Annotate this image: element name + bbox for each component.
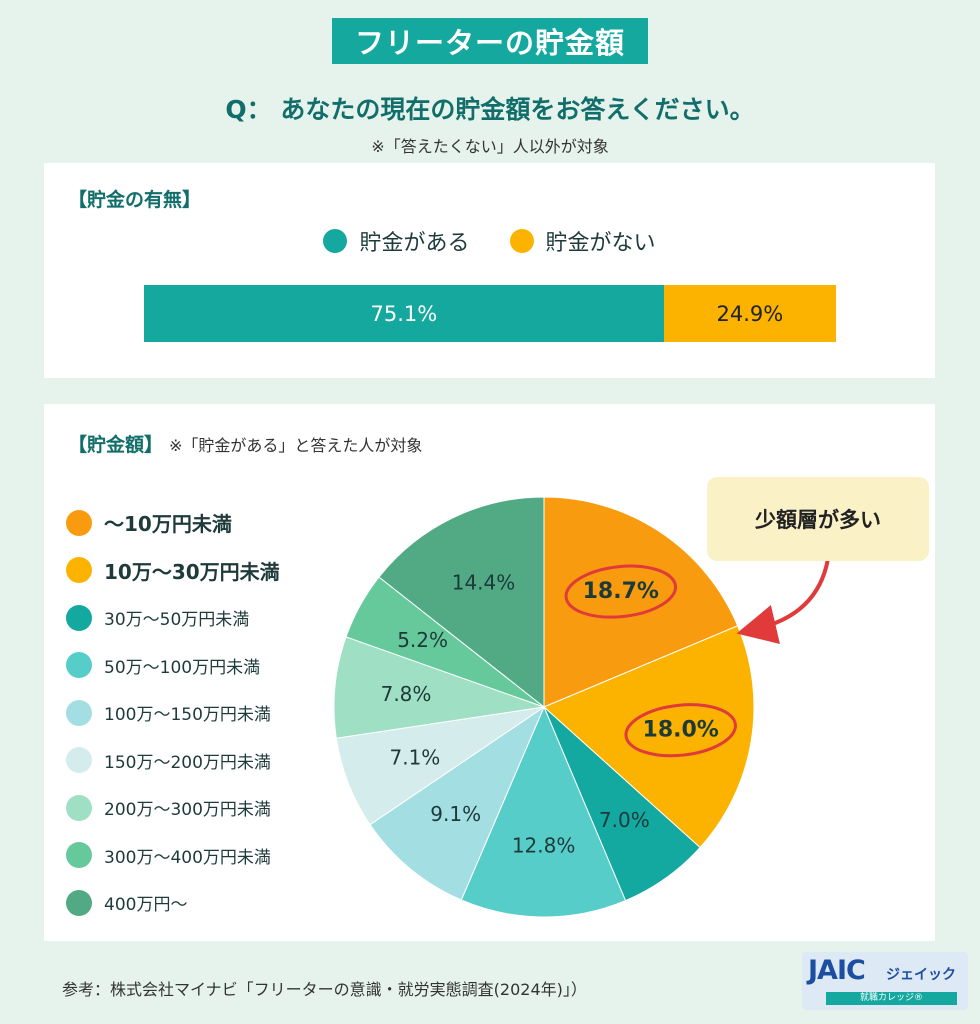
pie-value-label: 5.2% [397,628,448,652]
legend-dot-icon [66,509,92,536]
pie-legend-label: 200万～300万円未満 [104,800,271,821]
pie-slices [333,496,755,918]
legend-dot-icon [66,604,92,631]
pie-labels: 18.7% 18.0% 7.0% 12.8% 9.1% 7.1% 7.8% 5.2% 14.4% [381,564,737,858]
pie-legend-label: 10万～30万円未満 [104,559,280,584]
legend-dot-icon [66,889,92,916]
pie-legend-label: 400万円～ [104,895,188,916]
pie-legend-item: 30万～50万円未満 [66,594,280,642]
legend-dot-icon [509,229,534,253]
page-title: フリーターの貯金額 [332,18,648,64]
legend-dot-icon [66,747,92,774]
savings-amount-heading: 【貯金額】 ※「貯金がある」と答えた人が対象 [68,430,422,457]
pie-legend-label: 150万～200万円未満 [104,752,271,773]
pie-legend-item: 150万～200万円未満 [66,737,280,785]
savings-amount-panel: 【貯金額】 ※「貯金がある」と答えた人が対象 ～10万円未満 10万～30万円未満 3… [44,404,935,941]
callout-arrow [736,551,831,644]
bar-legend-label: 貯金がない [545,231,656,256]
pie-value-label: 7.1% [389,745,440,769]
pie-slice [460,705,627,918]
logo-mark: JAIC [808,955,866,986]
savings-amount-pie-chart: 18.7% 18.0% 7.0% 12.8% 9.1% 7.1% 7.8% 5.2% 14.4% [333,496,831,918]
pie-value-label: 12.8% [512,834,576,858]
bar-segment: 75.1% [144,285,664,342]
survey-question: Q： あなたの現在の貯金額をお答えください。 [225,95,755,124]
pie-legend-label: ～10万円未満 [104,512,232,537]
pie-value-label: 9.1% [430,802,481,826]
source-note: 参考：株式会社マイナビ「フリーターの意識・就労実態調査(2024年)」） [62,980,587,999]
bar-legend-item: 貯金がある [323,225,470,257]
legend-dot-icon [66,842,92,869]
pie-value-label: 18.0% [643,718,719,743]
highlight-circle [564,564,678,619]
bar-legend-label: 貯金がある [359,231,470,256]
pie-legend-label: 50万～100万円未満 [104,657,261,678]
savings-presence-panel: 【貯金の有無】 貯金がある 貯金がない 75.1% 24.9% [44,163,935,378]
survey-note: ※「答えたくない」人以外が対象 [371,137,609,156]
pie-value-label: 14.4% [452,570,516,594]
jaic-logo: JAIC ジェイック 就職カレッジ® [802,952,968,1010]
pie-legend-item: 400万円～ [66,879,280,927]
pie-value-label: 7.8% [381,682,432,706]
savings-presence-heading: 【貯金の有無】 [68,189,202,211]
pie-slice [369,705,546,901]
pie-legend-label: 100万～150万円未満 [104,705,271,726]
legend-dot-icon [66,699,92,726]
callout-box: 少額層が多い [707,477,929,561]
bar-legend-item: 貯金がない [509,225,656,257]
savings-amount-heading-text: 【貯金額】 [68,434,164,456]
pie-legend-item: 300万～400万円未満 [66,832,280,880]
bar-segment-label: 24.9% [716,301,784,326]
pie-legend-item: 200万～300万円未満 [66,784,280,832]
pie-legend-item: ～10万円未満 [66,499,280,547]
pie-legend-item: 50万～100万円未満 [66,642,280,690]
pie-value-label: 7.0% [599,808,650,832]
pie-slice [378,496,545,709]
pie-legend-label: 300万～400万円未満 [104,847,271,868]
logo-kana: ジェイック [886,967,956,983]
pie-slice [333,636,545,739]
pie-legend-item: 10万～30万円未満 [66,547,280,595]
legend-dot-icon [66,794,92,821]
savings-amount-heading-note: ※「貯金がある」と答えた人が対象 [169,436,423,455]
pie-slice [543,496,739,708]
highlight-circle [624,703,737,758]
bar-segment: 24.9% [663,285,836,342]
legend-dot-icon [66,557,92,584]
pie-value-label: 18.7% [583,579,659,604]
bar-segment-label: 75.1% [370,301,438,326]
pie-legend-item: 100万～150万円未満 [66,689,280,737]
legend-dot-icon [323,229,348,253]
savings-amount-legend: ～10万円未満 10万～30万円未満 30万～50万円未満 50万～100万円未満 10… [66,499,280,927]
logo-tag: 就職カレッジ® [826,992,957,1005]
savings-presence-legend: 貯金がある 貯金がない [44,225,935,257]
pie-slice [543,625,755,849]
savings-presence-bar: 75.1% 24.9% [144,285,836,342]
pie-legend-label: 30万～50万円未満 [104,610,250,631]
legend-dot-icon [66,652,92,679]
